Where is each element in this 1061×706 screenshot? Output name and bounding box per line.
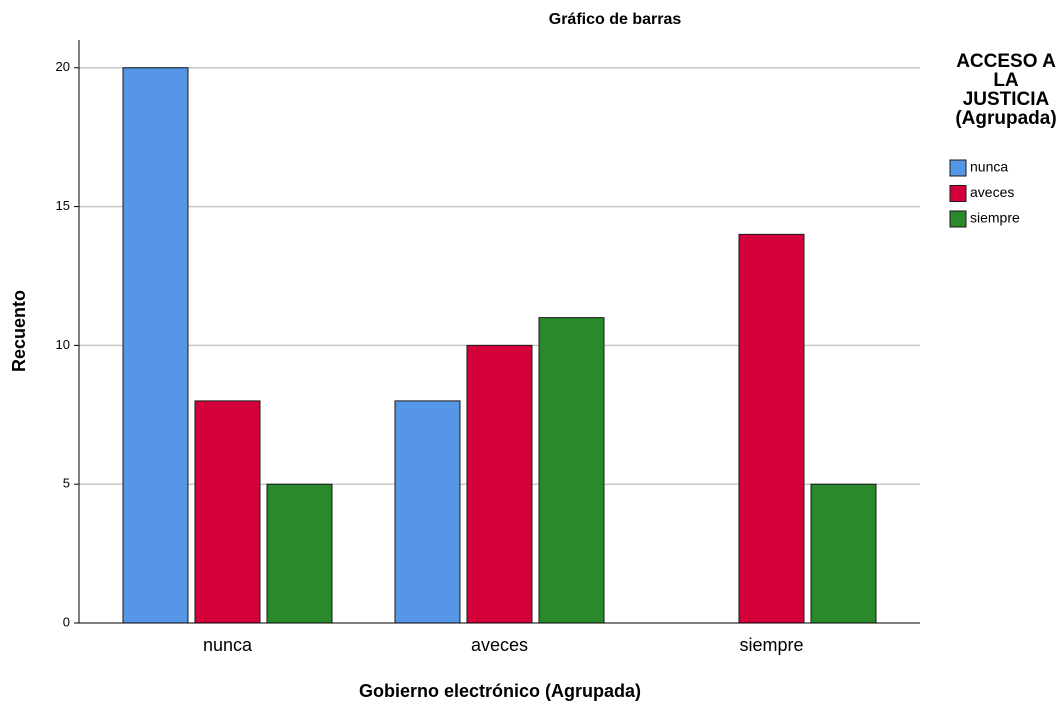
legend-title: ACCESO A LA JUSTICIA (Agrupada) [955, 51, 1057, 129]
y-tick-label: 10 [56, 337, 70, 352]
chart-title: Gráfico de barras [549, 11, 682, 28]
bar [466, 344, 533, 624]
bar [810, 483, 877, 624]
legend-swatch [949, 159, 967, 177]
y-tick-label: 0 [63, 614, 70, 629]
y-tick-label: 20 [56, 59, 70, 74]
x-tick-label: nunca [203, 635, 253, 655]
legend-label: nunca [970, 159, 1008, 175]
bar [266, 483, 333, 624]
bar [194, 400, 261, 624]
x-axis-label: Gobierno electrónico (Agrupada) [359, 681, 641, 701]
x-tick-label: aveces [471, 635, 528, 655]
y-axis-label: Recuento [9, 290, 29, 372]
bar [394, 400, 461, 624]
y-tick-label: 5 [63, 476, 70, 491]
legend-swatch [949, 210, 967, 228]
legend-swatch [949, 185, 967, 202]
legend-label: siempre [970, 210, 1020, 226]
bar [538, 317, 605, 624]
legend-label: aveces [970, 184, 1014, 200]
x-tick-label: siempre [739, 635, 803, 655]
bar [738, 233, 805, 624]
bar [122, 67, 189, 624]
y-tick-label: 15 [56, 198, 70, 213]
